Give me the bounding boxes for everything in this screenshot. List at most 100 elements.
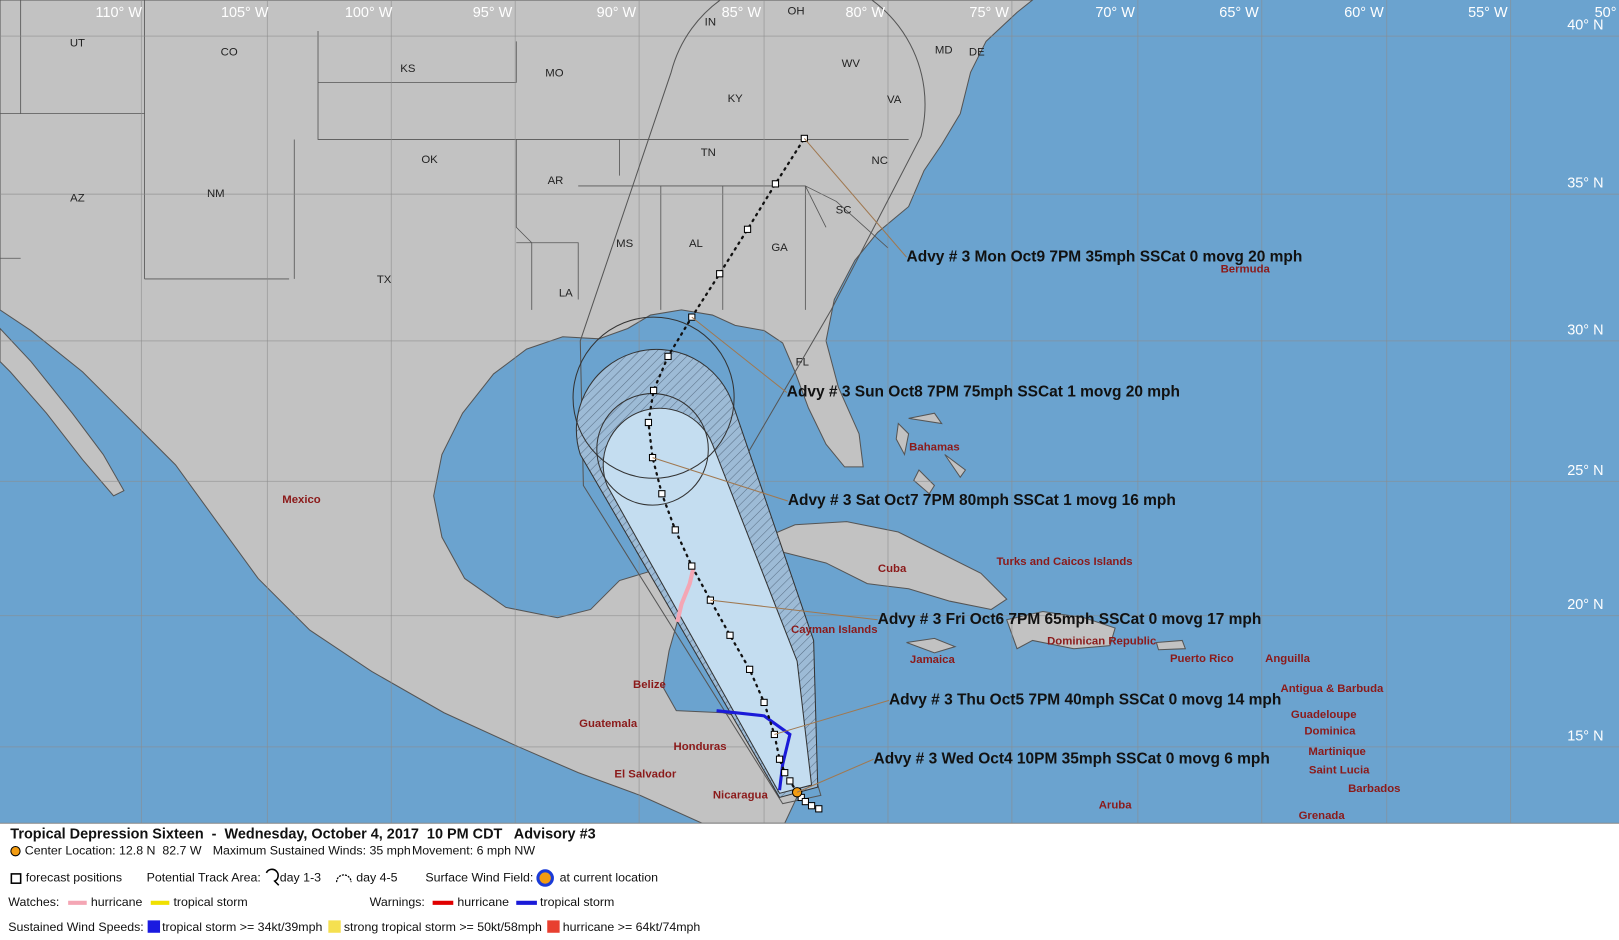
state-label: MD <box>935 45 953 57</box>
advisory-label: Advy # 3 Sat Oct7 7PM 80mph SSCat 1 movg… <box>788 492 1176 509</box>
day13-icon <box>265 868 280 886</box>
wind-sts-swatch <box>328 920 341 933</box>
forecast-position <box>688 562 696 570</box>
place-label: Bahamas <box>909 441 960 453</box>
place-label: Cuba <box>878 563 907 575</box>
state-label: TX <box>377 274 392 286</box>
place-label: Turks and Caicos Islands <box>996 556 1132 568</box>
forecast-position <box>649 386 658 395</box>
advisory-label: Advy # 3 Thu Oct5 7PM 40mph SSCat 0 movg… <box>889 691 1281 708</box>
state-label: WV <box>842 58 861 70</box>
forecast-position <box>658 490 666 498</box>
advisory-leader <box>796 758 874 793</box>
legend-text: Sustained Wind Speeds: <box>8 920 144 934</box>
legend-text: day 4-5 <box>356 870 397 884</box>
latitude-label: 30° N <box>1567 322 1603 338</box>
place-label: Barbados <box>1348 783 1400 795</box>
state-label: MS <box>616 238 633 250</box>
place-label: Saint Lucia <box>1309 765 1370 777</box>
place-label: Guatemala <box>579 718 638 730</box>
legend-text: Surface Wind Field: <box>425 870 533 884</box>
puerto-rico <box>1155 639 1187 651</box>
longitude-label: 85° W <box>722 5 762 21</box>
past-position <box>807 802 816 810</box>
legend-text: strong tropical storm >= 50kt/58mph <box>344 920 542 934</box>
legend-text: forecast positions <box>26 870 122 884</box>
advisory-leader <box>691 316 788 393</box>
state-label: NM <box>207 188 225 200</box>
state-label: TN <box>701 147 716 159</box>
legend-text: at current location <box>560 870 658 884</box>
place-label: Dominican Republic <box>1047 635 1156 647</box>
state-label: AZ <box>70 192 85 204</box>
current-position <box>791 787 803 798</box>
hispaniola <box>1006 610 1116 650</box>
state-label: AL <box>689 238 703 250</box>
forecast-position <box>781 769 789 777</box>
advisory-label: Advy # 3 Fri Oct6 7PM 65mph SSCat 0 movg… <box>878 611 1262 628</box>
legend-text: Maximum Sustained Winds: 35 mph <box>213 843 411 857</box>
place-label: Anguilla <box>1265 653 1310 665</box>
forecast-position <box>745 665 754 673</box>
legend-text: tropical storm >= 34kt/39mph <box>162 920 322 934</box>
baja-california <box>0 327 125 497</box>
place-label: Antigua & Barbuda <box>1281 683 1385 695</box>
wind-field-icon <box>536 869 554 887</box>
longitude-label: 105° W <box>221 5 269 21</box>
longitude-label: 100° W <box>345 5 393 21</box>
forecast-position <box>786 777 794 785</box>
legend: Tropical Depression Sixteen - Wednesday,… <box>8 826 700 933</box>
state-label: OK <box>421 154 438 166</box>
jamaica <box>906 637 957 654</box>
legend-text: tropical storm <box>540 895 614 909</box>
state-label: IN <box>705 17 716 29</box>
advisory-label: Advy # 3 Mon Oct9 7PM 35mph SSCat 0 movg… <box>907 248 1303 265</box>
past-position <box>815 805 823 813</box>
forecast-position <box>775 755 784 763</box>
state-label: VA <box>887 94 902 106</box>
legend-text: Tropical Depression Sixteen - Wednesday,… <box>10 826 595 842</box>
place-label: Nicaragua <box>713 789 769 801</box>
forecast-position <box>760 698 768 707</box>
past-position <box>801 797 809 806</box>
legend-text: hurricane >= 64kt/74mph <box>563 920 701 934</box>
place-label: El Salvador <box>614 769 676 781</box>
advisory-leader <box>652 457 788 502</box>
state-label: AR <box>548 175 564 187</box>
forecast-position <box>664 352 672 360</box>
place-label: Honduras <box>674 741 727 753</box>
border <box>0 0 909 310</box>
legend-text: Center Location: 12.8 N 82.7 W <box>25 843 202 857</box>
legend-text: tropical storm <box>173 895 247 909</box>
state-label: KY <box>728 93 744 105</box>
state-label: SC <box>836 205 852 217</box>
advisory-label: Advy # 3 Sun Oct8 7PM 75mph SSCat 1 movg… <box>787 384 1180 401</box>
forecast-position <box>743 225 752 233</box>
place-label: Dominica <box>1304 725 1356 737</box>
latitude-label: 40° N <box>1567 18 1603 34</box>
longitude-label: 110° W <box>96 5 143 21</box>
place-label: Grenada <box>1299 810 1346 822</box>
legend-text: hurricane <box>91 895 143 909</box>
place-label: Jamaica <box>910 654 956 666</box>
forecast-position <box>716 270 724 278</box>
place-label: Mexico <box>282 494 321 506</box>
labels: 110° W 105° W 100° W 95° W 90° W 85° W 80° W 75… <box>70 5 1617 822</box>
wind-ts-swatch <box>147 920 161 933</box>
latitude-label: 35° N <box>1567 176 1603 192</box>
longitude-label: 90° W <box>597 5 637 21</box>
longitude-label: 75° W <box>969 5 1009 21</box>
advisory-leader <box>710 599 878 621</box>
cuba <box>752 521 1008 610</box>
legend-text: Watches: <box>8 895 59 909</box>
hurricane-watch <box>675 565 696 623</box>
legend-text: Potential Track Area: <box>147 870 261 884</box>
longitude-label: 55° W <box>1468 5 1508 21</box>
forecast-position <box>771 180 780 188</box>
state-label: KS <box>400 63 416 75</box>
longitude-label: 65° W <box>1219 5 1259 21</box>
place-label: Bermuda <box>1221 264 1271 276</box>
legend-text: hurricane <box>457 895 509 909</box>
